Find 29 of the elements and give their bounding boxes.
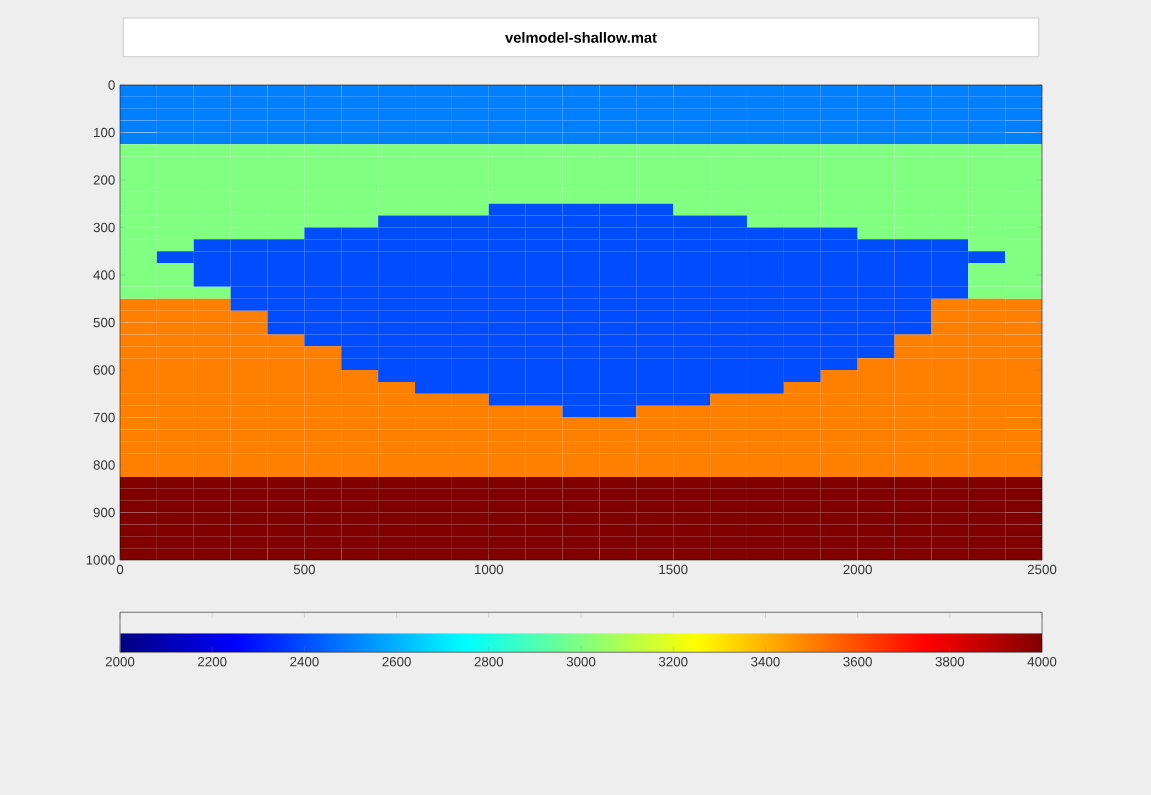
x-tick-label: 2000 bbox=[843, 564, 872, 575]
y-tick-label: 100 bbox=[94, 127, 115, 138]
color-bar-label: 3400 bbox=[751, 656, 780, 667]
y-tick-label: 300 bbox=[93, 222, 115, 233]
y-tick-label: 800 bbox=[93, 460, 115, 470]
color-bar-label: 3200 bbox=[658, 656, 688, 667]
y-tick-label: 400 bbox=[93, 270, 115, 280]
y-tick-label: 600 bbox=[93, 365, 115, 375]
color-bar-label: 2200 bbox=[198, 656, 227, 667]
y-tick-label: 1000 bbox=[86, 555, 115, 565]
y-tick-label: 200 bbox=[93, 175, 115, 185]
color-bar-label: 2000 bbox=[105, 656, 135, 667]
color-bar-label: 4000 bbox=[1027, 656, 1057, 667]
x-tick-label: 500 bbox=[293, 564, 316, 575]
color-bar-label: 2600 bbox=[382, 656, 411, 667]
color-bar-label: 3000 bbox=[566, 656, 596, 667]
color-bar-label: 3800 bbox=[935, 656, 965, 667]
y-tick-label: 700 bbox=[93, 412, 115, 423]
y-tick-label: 500 bbox=[93, 317, 115, 328]
chart-title: velmodel-shallow.mat bbox=[505, 32, 657, 43]
color-bar-label: 2800 bbox=[474, 656, 504, 667]
y-tick-label: 0 bbox=[108, 80, 115, 90]
x-tick-label: 2500 bbox=[1027, 564, 1057, 575]
x-tick-label: 0 bbox=[116, 564, 124, 575]
color-bar-label: 3600 bbox=[843, 656, 872, 667]
y-tick-label: 900 bbox=[93, 507, 115, 518]
x-tick-label: 1000 bbox=[475, 564, 504, 575]
x-tick-label: 1500 bbox=[659, 564, 688, 575]
color-bar-label: 2400 bbox=[290, 656, 319, 667]
